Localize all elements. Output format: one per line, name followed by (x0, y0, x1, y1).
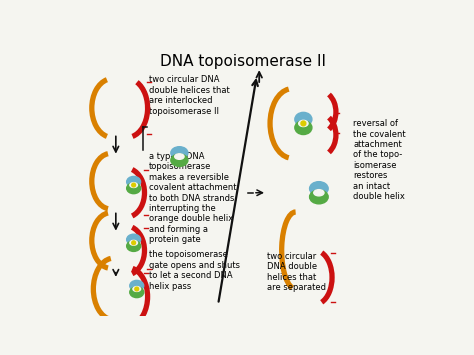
Ellipse shape (127, 234, 141, 245)
Ellipse shape (130, 287, 144, 297)
Ellipse shape (130, 182, 137, 187)
Ellipse shape (127, 241, 141, 251)
Ellipse shape (133, 286, 141, 291)
Circle shape (132, 241, 136, 245)
Ellipse shape (127, 176, 141, 187)
Ellipse shape (314, 190, 324, 196)
Ellipse shape (171, 154, 188, 166)
Circle shape (132, 183, 136, 187)
Ellipse shape (127, 183, 141, 194)
Ellipse shape (171, 147, 188, 159)
Ellipse shape (295, 121, 312, 135)
Ellipse shape (130, 280, 144, 291)
Circle shape (301, 121, 306, 126)
Ellipse shape (299, 120, 308, 127)
Ellipse shape (130, 240, 137, 245)
Ellipse shape (310, 190, 328, 204)
Ellipse shape (295, 113, 312, 126)
Circle shape (135, 287, 139, 291)
Text: the topoisomerase
gate opens and shuts
to let a second DNA
helix pass: the topoisomerase gate opens and shuts t… (149, 250, 240, 290)
Ellipse shape (175, 154, 184, 159)
Text: two circular
DNA double
helices that
are separated: two circular DNA double helices that are… (267, 252, 326, 292)
Text: a type II DNA
topoisomerase
makes a reversible
covalent attachment
to both DNA s: a type II DNA topoisomerase makes a reve… (149, 152, 237, 244)
Text: reversal of
the covalent
attachment
of the topo-
isomerase
restores
an intact
do: reversal of the covalent attachment of t… (353, 119, 406, 201)
Text: DNA topoisomerase II: DNA topoisomerase II (160, 54, 326, 69)
Ellipse shape (310, 182, 328, 196)
Text: two circular DNA
double helices that
are interlocked
topoisomerase II: two circular DNA double helices that are… (149, 75, 230, 116)
